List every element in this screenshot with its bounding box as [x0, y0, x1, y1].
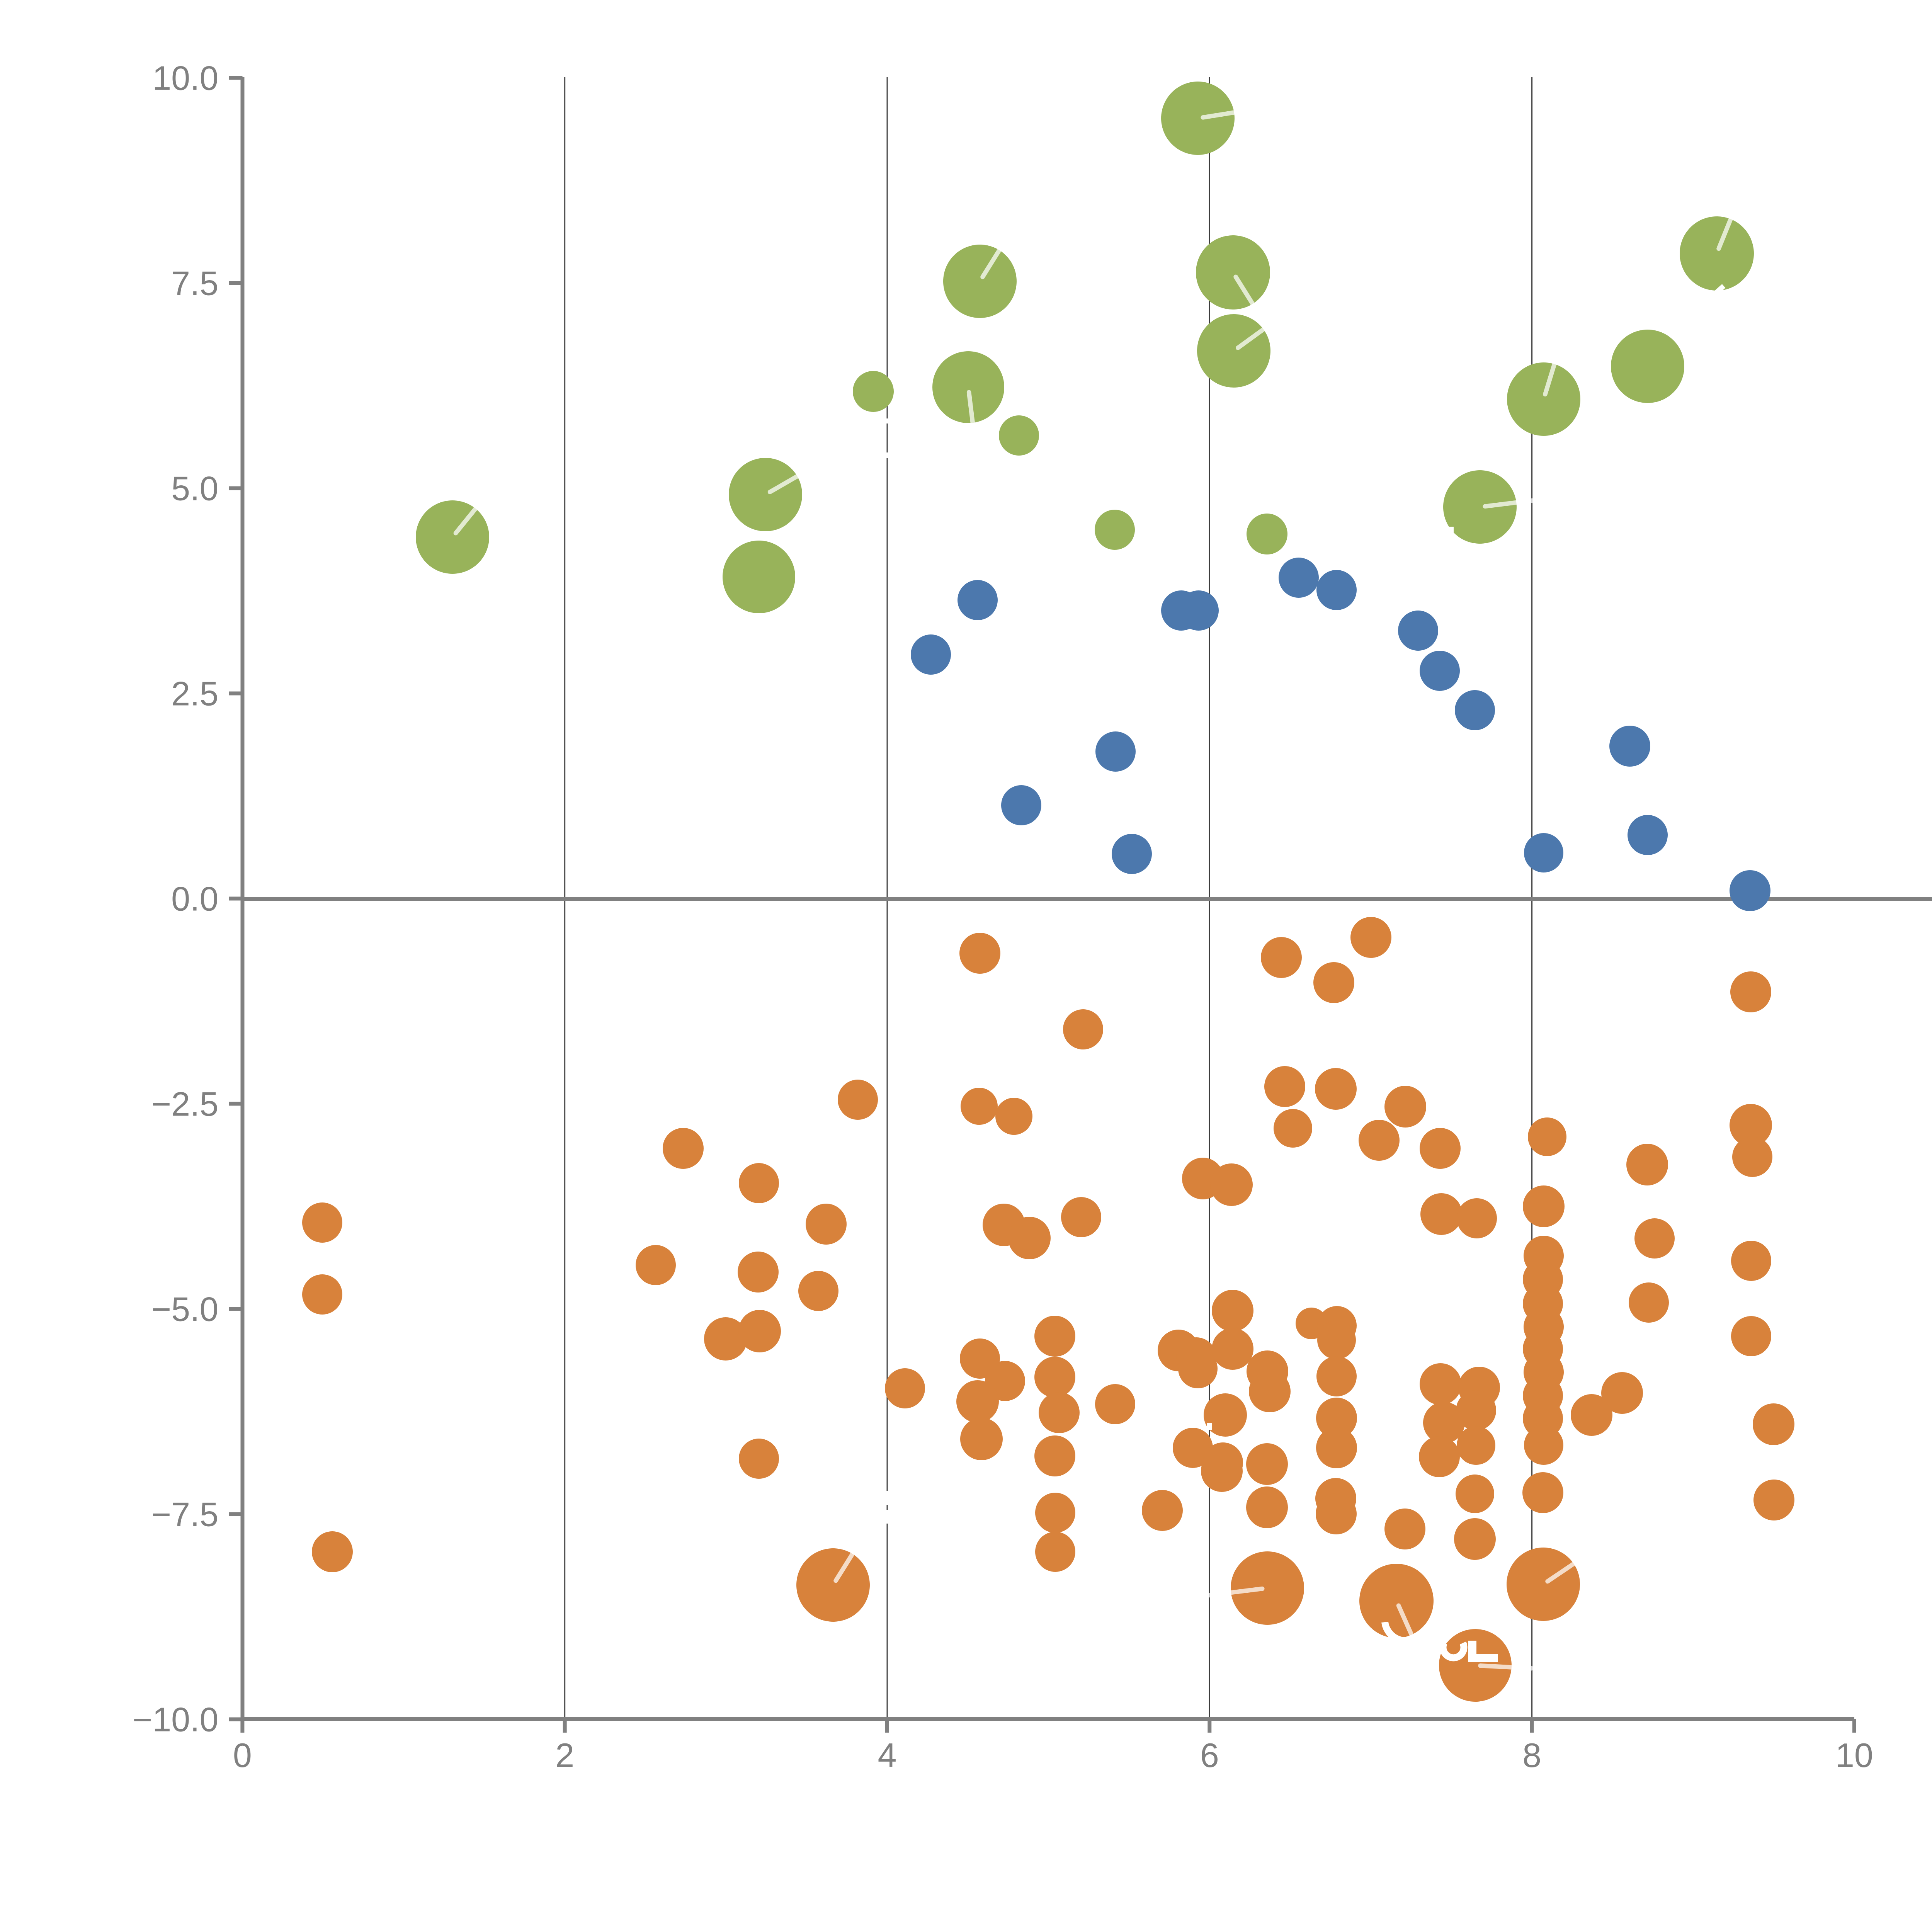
svg-text:2: 2	[555, 1736, 574, 1774]
svg-text:4: 4	[878, 1736, 897, 1774]
svg-text:5.0: 5.0	[171, 469, 218, 508]
svg-text:7.5: 7.5	[171, 264, 218, 303]
svg-text:−2.5: −2.5	[151, 1085, 219, 1123]
svg-text:0: 0	[233, 1736, 252, 1774]
svg-text:0.0: 0.0	[171, 880, 218, 918]
svg-text:10: 10	[1835, 1736, 1873, 1774]
svg-text:2.5: 2.5	[171, 675, 218, 713]
svg-text:8: 8	[1522, 1736, 1541, 1774]
svg-text:10.0: 10.0	[152, 59, 218, 97]
svg-text:−7.5: −7.5	[151, 1495, 219, 1534]
svg-text:−10.0: −10.0	[133, 1701, 219, 1739]
svg-text:6: 6	[1200, 1736, 1219, 1774]
svg-text:−5.0: −5.0	[151, 1290, 219, 1328]
